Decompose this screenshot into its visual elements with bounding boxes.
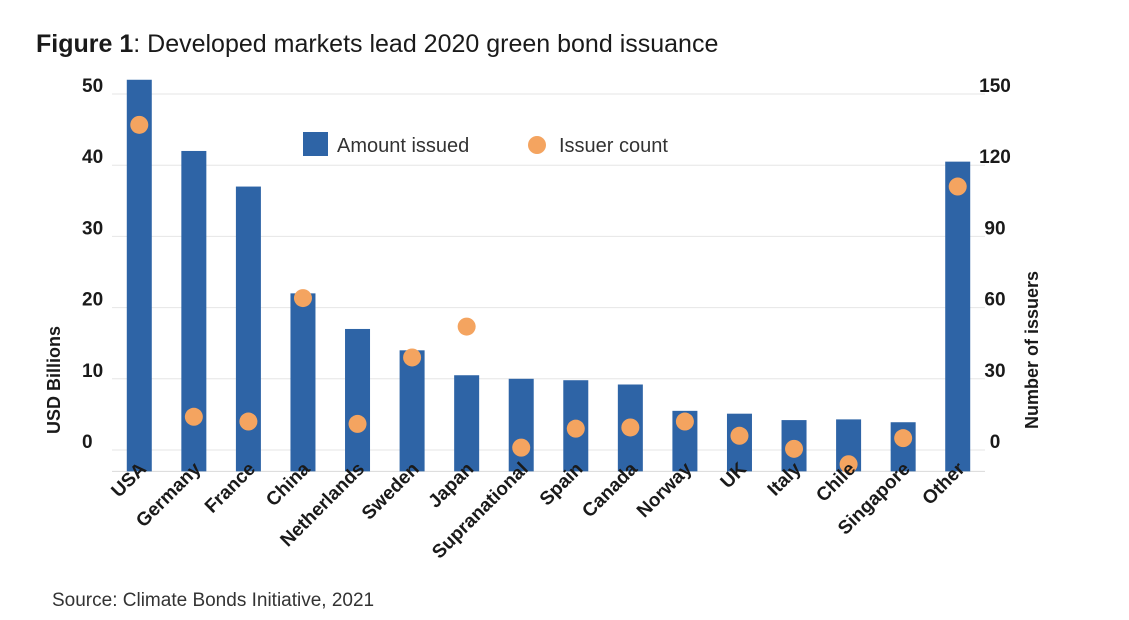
dot-norway (675, 412, 694, 431)
category-label: France (201, 459, 260, 518)
source-note: Source: Climate Bonds Initiative, 2021 (52, 590, 375, 611)
right-tick-label: 30 (984, 361, 1005, 382)
left-tick-label: 50 (82, 76, 103, 97)
issuer-dot-series (130, 115, 967, 474)
dot-france (239, 412, 258, 431)
dot-chile (839, 455, 858, 474)
category-label: Supranational (428, 459, 532, 563)
dot-italy (785, 439, 804, 458)
dot-netherlands (348, 414, 367, 433)
bar-series (126, 79, 971, 472)
left-axis-ticks: 50 40 30 20 10 0 (82, 76, 103, 453)
legend: Amount issued Issuer count (303, 132, 668, 157)
left-tick-label: 40 (82, 147, 103, 168)
dot-sweden (403, 348, 422, 367)
category-label: China (262, 458, 314, 510)
left-tick-label: 0 (82, 432, 93, 453)
dot-spain (566, 419, 585, 438)
right-tick-label: 0 (990, 432, 1001, 453)
bar-japan (454, 375, 480, 472)
category-label: Japan (425, 459, 479, 513)
dot-germany (184, 407, 203, 426)
chart-title: Figure 1: Developed markets lead 2020 gr… (36, 30, 718, 59)
bar-usa (126, 79, 152, 472)
left-tick-label: 10 (82, 361, 103, 382)
left-axis-title: USD Billions (44, 326, 64, 434)
left-tick-label: 30 (82, 218, 103, 239)
right-tick-label: 150 (979, 76, 1011, 97)
right-tick-label: 120 (979, 147, 1011, 168)
dot-china (293, 289, 312, 308)
bar-netherlands (345, 328, 371, 472)
legend-amount-label: Amount issued (337, 135, 469, 157)
bar-other (945, 161, 971, 472)
dot-supranational (512, 438, 531, 457)
dot-other (948, 177, 967, 196)
legend-issuer-label: Issuer count (559, 135, 668, 157)
dot-japan (457, 317, 476, 336)
title-text: : Developed markets lead 2020 green bond… (133, 30, 719, 58)
right-tick-label: 90 (984, 218, 1005, 239)
dot-usa (130, 115, 149, 134)
category-label: Spain (536, 459, 587, 510)
right-tick-label: 60 (984, 290, 1005, 311)
right-axis-ticks: 150 120 90 60 30 0 (979, 76, 1011, 453)
right-axis-title: Number of issuers (1022, 271, 1042, 429)
figure-label: Figure 1 (36, 30, 134, 58)
dot-canada (621, 418, 640, 437)
legend-dot-swatch (528, 136, 546, 154)
legend-bar-swatch (303, 132, 328, 156)
dot-uk (730, 426, 749, 445)
bar-china (290, 293, 316, 472)
bar-sweden (399, 350, 425, 472)
dot-singapore (894, 429, 913, 448)
left-tick-label: 20 (82, 290, 103, 311)
bar-supranational (508, 378, 534, 472)
